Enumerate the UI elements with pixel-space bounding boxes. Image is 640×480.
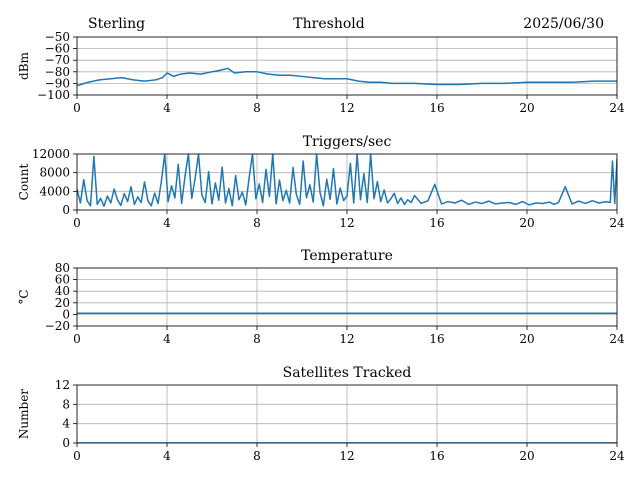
x-tick-label: 0 bbox=[73, 449, 81, 463]
y-tick-label: 4 bbox=[62, 417, 70, 431]
y-tick-label: −80 bbox=[45, 65, 70, 79]
x-tick-label: 12 bbox=[339, 216, 354, 230]
y-tick-label: −90 bbox=[45, 76, 70, 90]
y-tick-label: 20 bbox=[55, 296, 70, 310]
x-tick-label: 24 bbox=[609, 101, 625, 115]
y-tick-label: −50 bbox=[45, 30, 70, 44]
x-tick-label: 0 bbox=[73, 216, 81, 230]
y-tick-label: 0 bbox=[62, 436, 70, 450]
y-tick-label: −20 bbox=[45, 319, 70, 333]
panel-threshold: 0 4 8 12 16 20 24 −100−90−80−70−60−50 dBm bbox=[17, 30, 625, 115]
x-tick-label: 16 bbox=[429, 332, 444, 346]
x-tick-label: 24 bbox=[609, 332, 625, 346]
date-label: 2025/06/30 bbox=[523, 16, 604, 32]
x-tick-label: 20 bbox=[519, 216, 534, 230]
x-tick-label: 12 bbox=[339, 101, 354, 115]
threshold-title: Threshold bbox=[293, 16, 364, 32]
x-tick-label: 16 bbox=[429, 449, 444, 463]
y-axis-label: Count bbox=[17, 163, 31, 200]
station-name: Sterling bbox=[88, 16, 145, 32]
x-tick-label: 12 bbox=[339, 332, 354, 346]
panel-satellites: 0 4 8 12 16 20 24 0 4 8 12 Number Satellites Tracked bbox=[17, 365, 625, 463]
y-tick-label: −100 bbox=[37, 88, 70, 102]
chart-panels: 0 4 8 12 16 20 24 −100−90−80−70−60−50 dBm 0 4 8 12 16… bbox=[17, 30, 625, 463]
x-tick-label: 8 bbox=[253, 332, 261, 346]
y-tick-label: 12000 bbox=[32, 147, 70, 161]
y-tick-label: 4000 bbox=[39, 184, 70, 198]
x-tick-label: 16 bbox=[429, 101, 444, 115]
x-tick-label: 8 bbox=[253, 101, 261, 115]
chart-title-satellites: Satellites Tracked bbox=[283, 365, 412, 381]
y-axis-label: Number bbox=[17, 389, 31, 439]
x-tick-label: 4 bbox=[163, 101, 171, 115]
y-tick-label: −60 bbox=[45, 42, 70, 56]
x-tick-label: 0 bbox=[73, 332, 81, 346]
y-tick-label: 12 bbox=[55, 378, 70, 392]
x-tick-label: 8 bbox=[253, 216, 261, 230]
y-axis-label: °C bbox=[17, 289, 31, 304]
x-tick-label: 12 bbox=[339, 449, 354, 463]
x-tick-label: 20 bbox=[519, 449, 534, 463]
y-tick-label: 60 bbox=[55, 273, 70, 287]
y-tick-label: −70 bbox=[45, 53, 70, 67]
series-line-threshold bbox=[77, 67, 617, 87]
chart-title-temperature: Temperature bbox=[301, 248, 393, 264]
chart-title-triggers: Triggers/sec bbox=[303, 134, 392, 150]
x-tick-label: 4 bbox=[163, 332, 171, 346]
y-tick-label: 80 bbox=[55, 261, 70, 275]
y-tick-label: 8 bbox=[62, 397, 70, 411]
series-line-triggers bbox=[77, 154, 617, 208]
x-tick-label: 8 bbox=[253, 449, 261, 463]
x-tick-label: 24 bbox=[609, 449, 625, 463]
x-tick-label: 20 bbox=[519, 101, 534, 115]
x-tick-label: 4 bbox=[163, 449, 171, 463]
y-tick-label: 40 bbox=[55, 284, 70, 298]
x-tick-label: 24 bbox=[609, 216, 625, 230]
x-tick-label: 4 bbox=[163, 216, 171, 230]
x-tick-label: 16 bbox=[429, 216, 444, 230]
x-tick-label: 20 bbox=[519, 332, 534, 346]
y-tick-label: 0 bbox=[62, 203, 70, 217]
x-tick-label: 0 bbox=[73, 101, 81, 115]
y-tick-label: 0 bbox=[62, 307, 70, 321]
y-axis-label: dBm bbox=[17, 51, 31, 80]
y-tick-label: 8000 bbox=[39, 166, 70, 180]
